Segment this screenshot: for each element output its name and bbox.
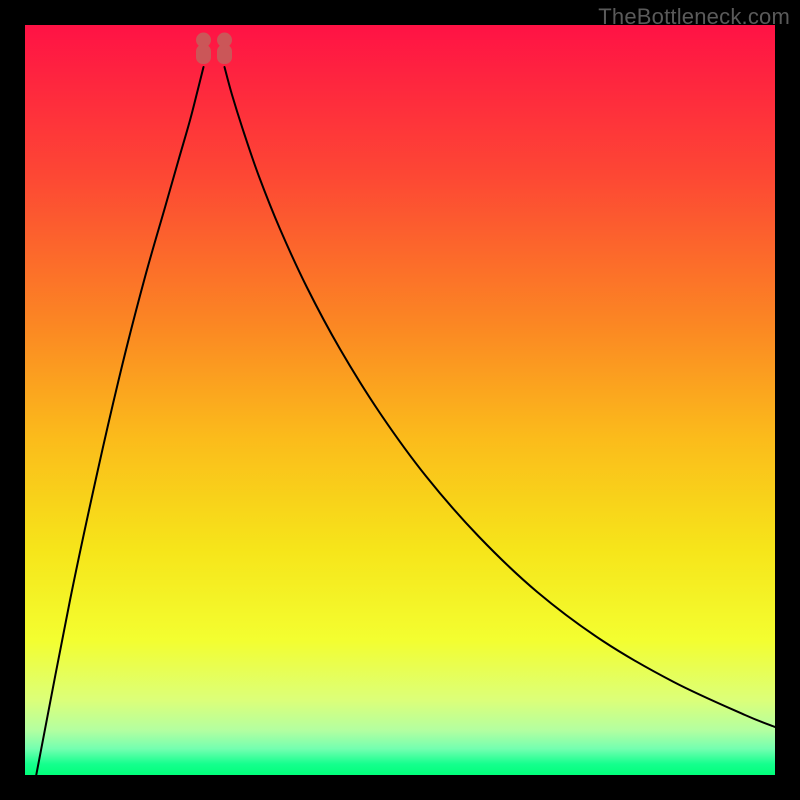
thumb-marker-1	[217, 33, 232, 65]
thumb-marker-0	[196, 33, 211, 65]
plot-area	[25, 25, 775, 775]
thumb-markers	[25, 25, 775, 775]
watermark-text: TheBottleneck.com	[598, 4, 790, 30]
chart-stage: TheBottleneck.com	[0, 0, 800, 800]
